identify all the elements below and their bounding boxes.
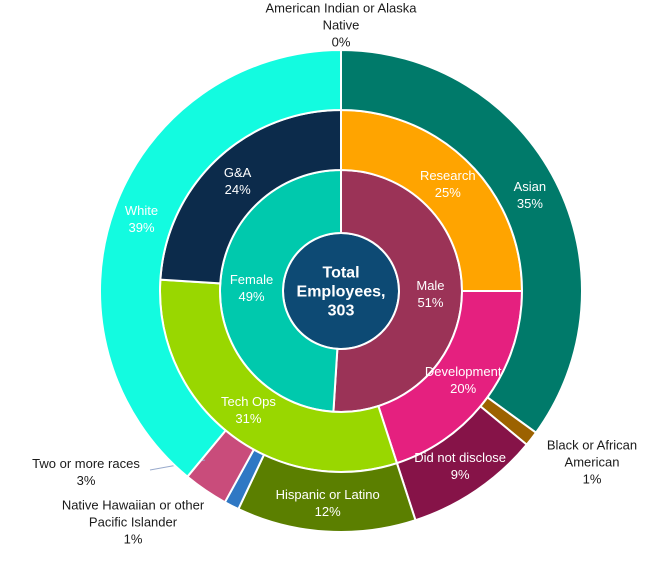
slice-label: Two or more races 3% — [1, 455, 171, 489]
slice-value: 1% — [123, 531, 143, 547]
slice — [340, 48, 583, 435]
slice-label: Male 51% — [370, 277, 490, 311]
slice-label: White 39% — [82, 202, 202, 236]
slice-value: 9% — [450, 467, 470, 483]
slice-name: White — [124, 203, 159, 219]
slice-label: American Indian or Alaska Native 0% — [251, 0, 431, 51]
slice-name: Did not disclose — [414, 450, 507, 466]
slice-label: Tech Ops 31% — [188, 393, 308, 427]
slice-label: Native Hawaiian or other Pacific Islande… — [48, 497, 218, 548]
slice — [99, 48, 342, 479]
slice-value: 20% — [450, 380, 477, 396]
slice-name: Research — [419, 168, 476, 184]
slice-label: Black or African American 1% — [527, 437, 657, 488]
slice-name: Hispanic or Latino — [275, 486, 380, 502]
slice-name: Male — [416, 277, 445, 293]
slice-label: Development 20% — [403, 363, 523, 397]
slice-name: Native Hawaiian or other Pacific Islande… — [61, 497, 205, 530]
slice-value: 31% — [235, 411, 262, 427]
slice-name: G&A — [223, 164, 252, 180]
slice-value: 35% — [516, 195, 543, 211]
slice-name: Tech Ops — [220, 394, 276, 410]
slice-label: G&A 24% — [178, 164, 298, 198]
slice-name: American Indian or Alaska Native — [265, 0, 417, 33]
slice-value: 3% — [76, 473, 96, 488]
slice-label: Female 49% — [192, 271, 312, 305]
slice-name: Black or African American — [546, 437, 638, 470]
slice-label: Research 25% — [388, 167, 508, 201]
center-label: Total Employees, 303 — [296, 264, 386, 320]
slice-value: 0% — [331, 34, 351, 50]
slice-value: 24% — [224, 181, 251, 197]
slice-label: Asian 35% — [470, 178, 590, 212]
slice-value: 51% — [417, 294, 444, 310]
slice-value: 39% — [128, 220, 155, 236]
slice-value: 1% — [582, 471, 602, 487]
slice-value: 49% — [238, 289, 265, 305]
slice-label: Did not disclose 9% — [400, 449, 520, 483]
slice-name: Female — [229, 272, 274, 288]
slice-value: 12% — [314, 503, 341, 519]
slice-label: Hispanic or Latino 12% — [268, 486, 388, 520]
slice-name: Asian — [513, 178, 547, 194]
slice-name: Development — [424, 363, 502, 379]
slice-name: Two or more races — [32, 456, 140, 471]
slice-value: 25% — [434, 185, 461, 201]
